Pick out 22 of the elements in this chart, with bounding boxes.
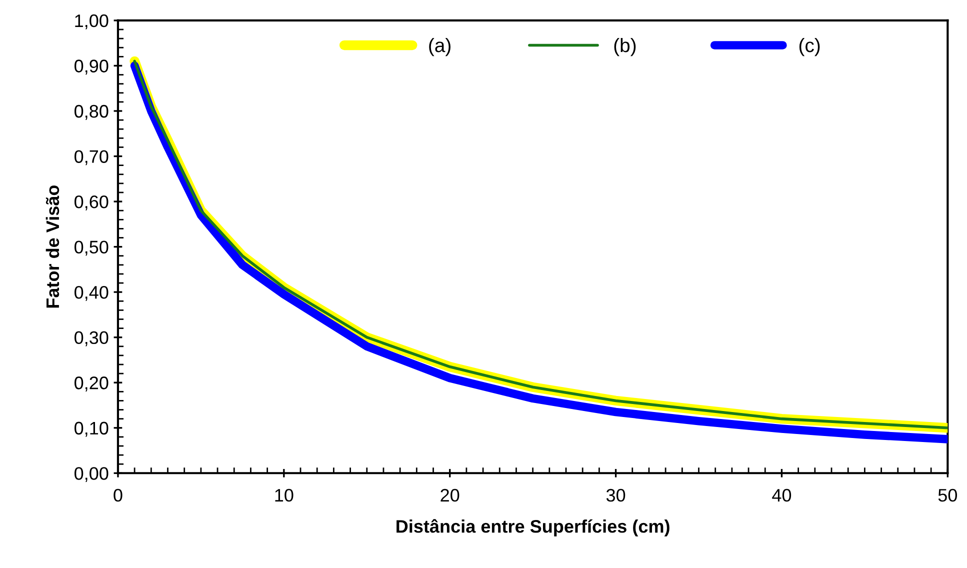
y-tick-label: 0,90	[74, 60, 108, 75]
x-tick-label: 20	[440, 488, 460, 502]
x-tick-label: 30	[606, 488, 626, 502]
y-tick-label: 1,00	[75, 14, 108, 30]
x-tick-label: 50	[938, 488, 957, 502]
x-tick-label: 0	[114, 488, 122, 502]
legend-label: (a)	[429, 38, 450, 56]
y-tick-label: 0,20	[74, 376, 108, 392]
y-tick-label: 0,80	[74, 104, 108, 120]
y-tick-label: 0,70	[74, 150, 108, 166]
y-tick-label: 0,30	[74, 331, 108, 346]
y-tick-label: 0,60	[74, 195, 108, 210]
y-tick-label: 0,40	[74, 286, 108, 301]
legend-label: (c)	[799, 38, 820, 56]
x-axis-title: Distância entre Superfícies (cm)	[396, 519, 670, 536]
x-tick-label: 10	[275, 488, 294, 502]
legend-label: (b)	[614, 38, 636, 56]
y-tick-label: 0,00	[74, 467, 108, 482]
y-tick-label: 0,50	[74, 240, 108, 256]
y-tick-label: 0,10	[74, 422, 108, 437]
y-axis-title: Fator de Visão	[46, 185, 60, 308]
x-tick-label: 40	[772, 488, 792, 502]
